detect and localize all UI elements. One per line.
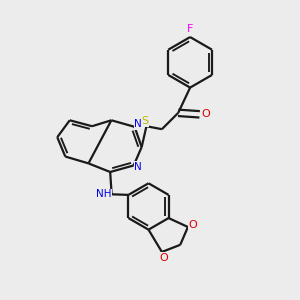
Text: O: O: [202, 109, 211, 119]
Text: O: O: [188, 220, 197, 230]
Text: O: O: [159, 253, 168, 263]
Text: N: N: [134, 119, 142, 129]
Text: F: F: [187, 24, 193, 34]
Text: S: S: [141, 116, 148, 127]
Text: NH: NH: [96, 189, 111, 199]
Text: N: N: [134, 162, 142, 172]
